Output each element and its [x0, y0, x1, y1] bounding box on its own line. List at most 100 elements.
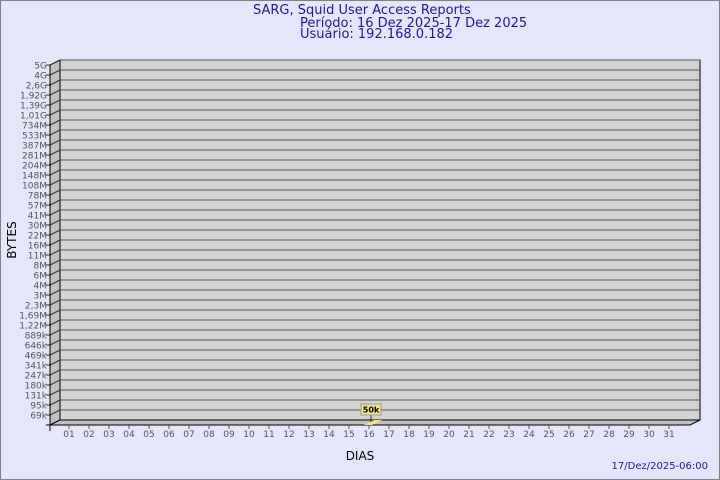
- grid-diagonal: [49, 299, 61, 306]
- grid-diagonal: [49, 359, 61, 366]
- y-tick-label: 1,69M: [19, 312, 47, 322]
- x-tick-label: 23: [503, 430, 514, 440]
- y-tick-label: 41M: [28, 212, 47, 222]
- y-tick-label: 2,3M: [25, 302, 47, 312]
- x-tick-label: 20: [443, 430, 455, 440]
- generated-timestamp: 17/Dez/2025-06:00: [611, 461, 708, 472]
- chart-title: SARG, Squid User Access Reports: [253, 3, 471, 18]
- bar-day-16: [364, 420, 382, 425]
- grid-diagonal: [49, 169, 61, 176]
- x-tick-label: 01: [63, 430, 74, 440]
- grid-diagonal: [49, 129, 61, 136]
- y-tick-label: 341k: [25, 362, 48, 372]
- x-tick-label: 29: [623, 430, 635, 440]
- grid-diagonal: [49, 199, 61, 206]
- x-tick-label: 30: [643, 430, 655, 440]
- x-tick-label: 05: [143, 430, 154, 440]
- grid-diagonal: [49, 99, 61, 106]
- y-tick-label: 5G: [34, 62, 47, 72]
- grid-diagonal: [49, 269, 61, 276]
- y-tick-label: 889k: [25, 332, 48, 342]
- grid-diagonal: [49, 229, 61, 236]
- x-tick-label: 26: [563, 430, 575, 440]
- grid-diagonal: [49, 339, 61, 346]
- x-tick-label: 02: [83, 430, 94, 440]
- x-tick-label: 10: [243, 430, 255, 440]
- grid-diagonal: [49, 249, 61, 256]
- y-tick-label: 108M: [22, 182, 47, 192]
- grid-diagonal: [49, 209, 61, 216]
- grid-diagonal: [49, 389, 61, 396]
- grid-diagonal: [49, 399, 61, 406]
- y-tick-label: 1,39G: [20, 102, 47, 112]
- x-tick-label: 22: [483, 430, 494, 440]
- x-tick-label: 03: [103, 430, 114, 440]
- y-tick-label: 1,92G: [20, 92, 47, 102]
- y-tick-label: 1,01G: [20, 112, 47, 122]
- grid-diagonal: [49, 179, 61, 186]
- bar-label-box: [360, 403, 382, 416]
- y-tick-label: 247k: [25, 372, 48, 382]
- x-axis-title: DIAS: [346, 449, 375, 463]
- y-tick-label: 387M: [22, 142, 47, 152]
- grid-diagonal: [49, 119, 61, 126]
- chart-period: Período: 16 Dez 2025-17 Dez 2025: [300, 16, 528, 31]
- y-tick-label: 30M: [28, 222, 47, 232]
- x-tick-label: 13: [303, 430, 314, 440]
- x-tick-label: 14: [323, 430, 335, 440]
- x-tick-label: 08: [203, 430, 215, 440]
- y-tick-label: 22M: [28, 232, 47, 242]
- x-tick-label: 31: [663, 430, 674, 440]
- grid-diagonal: [49, 79, 61, 86]
- grid-diagonal: [49, 329, 61, 336]
- x-tick-label: 17: [383, 430, 394, 440]
- y-tick-label: 533M: [22, 132, 47, 142]
- y-tick-label: 1,22M: [19, 322, 47, 332]
- x-tick-label: 27: [583, 430, 594, 440]
- y-tick-label: 734M: [22, 122, 47, 132]
- grid-diagonal: [49, 379, 61, 386]
- grid-diagonal: [49, 139, 61, 146]
- y-tick-label: 469k: [25, 352, 48, 362]
- y-tick-label: 57M: [28, 202, 47, 212]
- x-tick-label: 04: [123, 430, 135, 440]
- y-tick-label: 16M: [28, 242, 47, 252]
- grid-diagonal: [49, 369, 61, 376]
- x-tick-label: 11: [263, 430, 274, 440]
- grid-diagonal: [49, 349, 61, 356]
- grid-diagonal: [49, 159, 61, 166]
- grid-diagonal: [49, 259, 61, 266]
- grid-diagonal: [49, 109, 61, 116]
- x-tick-label: 24: [523, 430, 535, 440]
- y-tick-label: 8M: [34, 262, 48, 272]
- x-tick-label: 16: [363, 430, 375, 440]
- x-tick-label: 09: [223, 430, 235, 440]
- grid-diagonal: [49, 279, 61, 286]
- grid-diagonal: [49, 409, 61, 416]
- x-tick-label: 12: [283, 430, 294, 440]
- y-tick-label: 3M: [34, 292, 48, 302]
- x-tick-label: 07: [183, 430, 194, 440]
- y-tick-label: 95k: [30, 402, 47, 412]
- y-tick-label: 69k: [30, 412, 47, 422]
- x-tick-label: 18: [403, 430, 415, 440]
- y-tick-label: 131k: [25, 392, 48, 402]
- y-tick-label: 4G: [34, 72, 47, 82]
- y-tick-label: 646k: [25, 342, 48, 352]
- y-tick-label: 6M: [34, 272, 48, 282]
- x-tick-label: 28: [603, 430, 615, 440]
- y-tick-label: 281M: [22, 152, 47, 162]
- bar-value-label: 50k: [363, 406, 380, 415]
- x-tick-label: 21: [463, 430, 474, 440]
- grid-diagonal: [49, 149, 61, 156]
- grid-diagonal: [49, 69, 61, 76]
- grid-diagonal: [49, 239, 61, 246]
- grid-diagonal: [49, 189, 61, 196]
- grid-diagonal: [49, 89, 61, 96]
- y-tick-label: 78M: [28, 192, 47, 202]
- y-tick-label: 11M: [28, 252, 47, 262]
- y-tick-label: 4M: [34, 282, 48, 292]
- y-tick-label: 148M: [22, 172, 47, 182]
- grid-diagonal: [49, 309, 61, 316]
- x-tick-label: 19: [423, 430, 435, 440]
